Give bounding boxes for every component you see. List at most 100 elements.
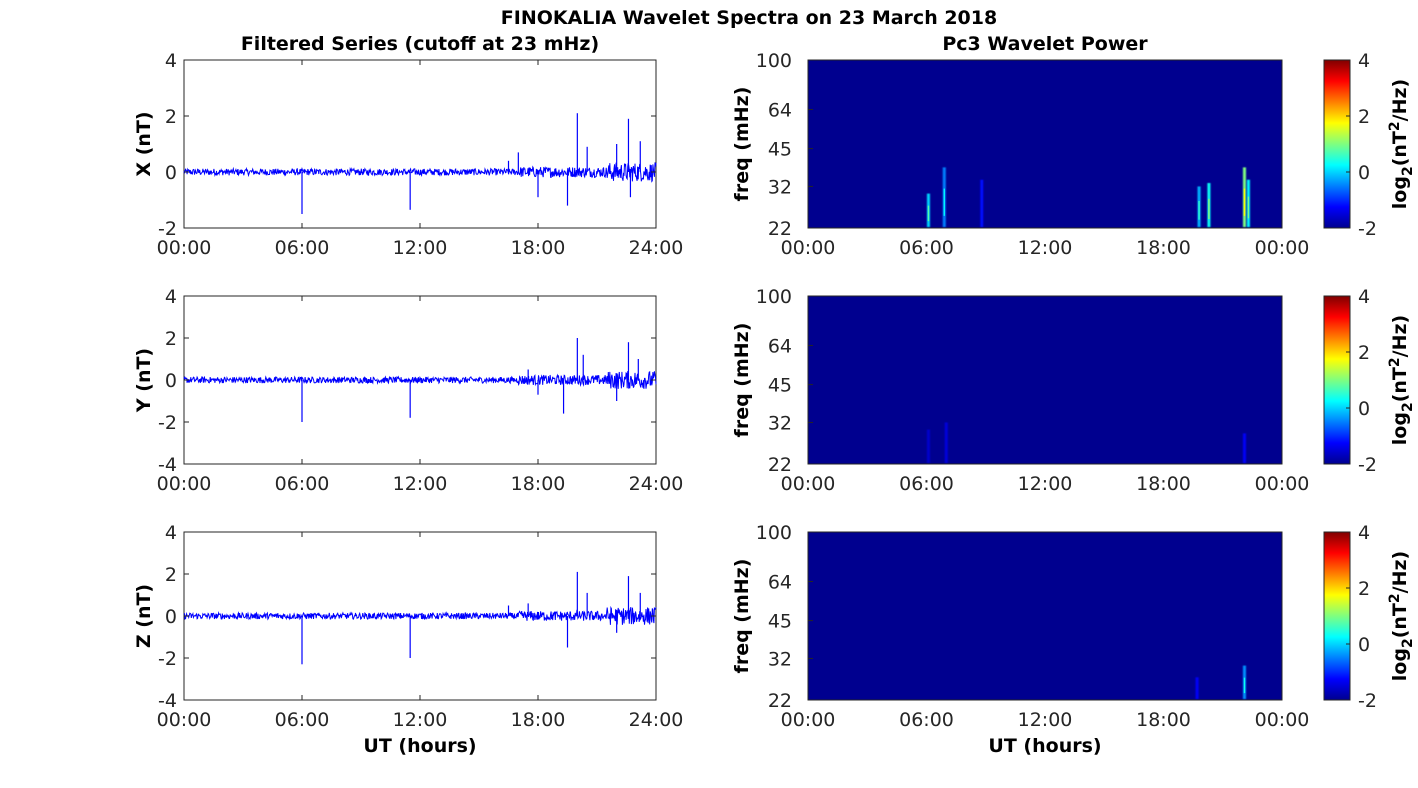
x-tick-label: 06:00 [275, 709, 330, 731]
colorbar-label-part: (nT [1389, 131, 1411, 166]
x-tick-label: 06:00 [899, 709, 954, 731]
y-axis-label: Z (nT) [133, 584, 155, 648]
series-panel-z: -4 -2 0 2 4 00:00 06:00 12:00 18:00 24:00 Z (nT) [133, 522, 683, 731]
heatmap-area [807, 531, 1283, 701]
y-tick-label: 100 [756, 50, 792, 72]
power-event-core [1208, 198, 1210, 220]
panels: -2 0 2 4 00:00 06:00 12:00 18:00 24:00 X (nT) -4 -2… [133, 50, 1416, 731]
y-axis-label: freq (mHz) [731, 87, 753, 202]
x-tick-label: 00:00 [781, 473, 836, 495]
right-column-title: Pc3 Wavelet Power [942, 33, 1148, 55]
x-tick-label: 12:00 [1018, 237, 1073, 259]
y-tick-label: -4 [158, 690, 177, 712]
power-event-core [1243, 677, 1246, 694]
colorbar-tick-label: 0 [1358, 398, 1370, 420]
y-tick-label: 32 [768, 648, 792, 670]
y-tick-label: -4 [158, 454, 177, 476]
x-tick-label: 12:00 [393, 237, 448, 259]
power-event [926, 429, 930, 463]
power-event [1242, 433, 1246, 463]
y-tick-label: 100 [756, 522, 792, 544]
y-tick-label: -2 [158, 218, 177, 240]
power-event [980, 179, 984, 227]
y-axis-label: Y (nT) [133, 348, 155, 413]
y-tick-label: 64 [768, 572, 792, 594]
x-tick-label: 00:00 [1255, 709, 1310, 731]
y-tick-label: 64 [768, 100, 792, 122]
colorbar-tick-label: 0 [1358, 634, 1370, 656]
colorbar-gradient [1323, 295, 1351, 465]
power-event-core [1198, 200, 1200, 220]
x-tick-label: 06:00 [275, 473, 330, 495]
x-tick-label: 00:00 [781, 237, 836, 259]
y-tick-label: 22 [768, 218, 792, 240]
x-tick-label: 00:00 [1255, 237, 1310, 259]
heatmap-area [807, 59, 1283, 229]
y-tick-label: 4 [165, 50, 177, 72]
series-panel-x: -2 0 2 4 00:00 06:00 12:00 18:00 24:00 X (nT) [133, 50, 683, 259]
colorbar-tick-label: 2 [1358, 342, 1370, 364]
x-tick-label: 00:00 [157, 709, 212, 731]
x-tick-label: 00:00 [781, 709, 836, 731]
y-tick-label: 2 [165, 328, 177, 350]
x-tick-label: 18:00 [511, 473, 566, 495]
y-tick-label: 64 [768, 336, 792, 358]
colorbar-tick-label: 4 [1358, 50, 1370, 72]
heatmap-area [807, 295, 1283, 465]
y-tick-label: 100 [756, 286, 792, 308]
colorbar-tick-label: 0 [1358, 162, 1370, 184]
y-tick-label: 0 [165, 606, 177, 628]
x-tick-label: 18:00 [511, 709, 566, 731]
colorbar-gradient [1323, 531, 1351, 701]
y-tick-label: 45 [768, 611, 792, 633]
x-tick-label: 12:00 [1018, 473, 1073, 495]
x-axis-label-left: UT (hours) [363, 735, 476, 757]
x-tick-label: 24:00 [629, 473, 684, 495]
colorbar-tick-label: 4 [1358, 286, 1370, 308]
figure-title: FINOKALIA Wavelet Spectra on 23 March 20… [501, 7, 997, 29]
y-tick-label: 4 [165, 286, 177, 308]
x-tick-label: 18:00 [1136, 709, 1191, 731]
x-tick-label: 00:00 [157, 237, 212, 259]
plot-area [183, 59, 657, 229]
x-tick-label: 06:00 [899, 473, 954, 495]
power-event-core [1247, 196, 1250, 219]
x-tick-label: 06:00 [275, 237, 330, 259]
x-tick-label: 12:00 [393, 709, 448, 731]
colorbar-label-part: /Hz) [1389, 315, 1411, 358]
colorbar-label-part: /Hz) [1389, 551, 1411, 594]
colorbar-label: log2(nT2/Hz) [1387, 79, 1416, 209]
y-tick-label: 22 [768, 454, 792, 476]
colorbar-label: log2(nT2/Hz) [1387, 551, 1416, 681]
power-event-core [927, 205, 930, 222]
y-tick-label: 22 [768, 690, 792, 712]
left-column-title: Filtered Series (cutoff at 23 mHz) [241, 33, 599, 55]
x-tick-label: 24:00 [629, 237, 684, 259]
colorbar-label-part: (nT [1389, 367, 1411, 402]
y-tick-label: 0 [165, 370, 177, 392]
y-axis-label: X (nT) [133, 111, 155, 176]
colorbar-tick-label: -2 [1358, 454, 1377, 476]
colorbar-label-part: 2 [1400, 166, 1416, 176]
power-event-core [943, 188, 945, 216]
y-tick-label: 45 [768, 375, 792, 397]
colorbar-label-part: 2 [1400, 402, 1416, 412]
x-tick-label: 18:00 [1136, 237, 1191, 259]
x-tick-label: 12:00 [393, 473, 448, 495]
x-tick-label: 00:00 [157, 473, 212, 495]
colorbar-tick-label: 2 [1358, 106, 1370, 128]
series-panel-y: -4 -2 0 2 4 00:00 06:00 12:00 18:00 24:00 Y (nT) [133, 286, 683, 495]
colorbar-tick-label: -2 [1358, 690, 1377, 712]
x-tick-label: 12:00 [1018, 709, 1073, 731]
colorbar-label-part: /Hz) [1389, 79, 1411, 122]
y-axis-label: freq (mHz) [731, 323, 753, 438]
y-tick-label: 32 [768, 176, 792, 198]
colorbar-label-part: log [1389, 648, 1411, 681]
